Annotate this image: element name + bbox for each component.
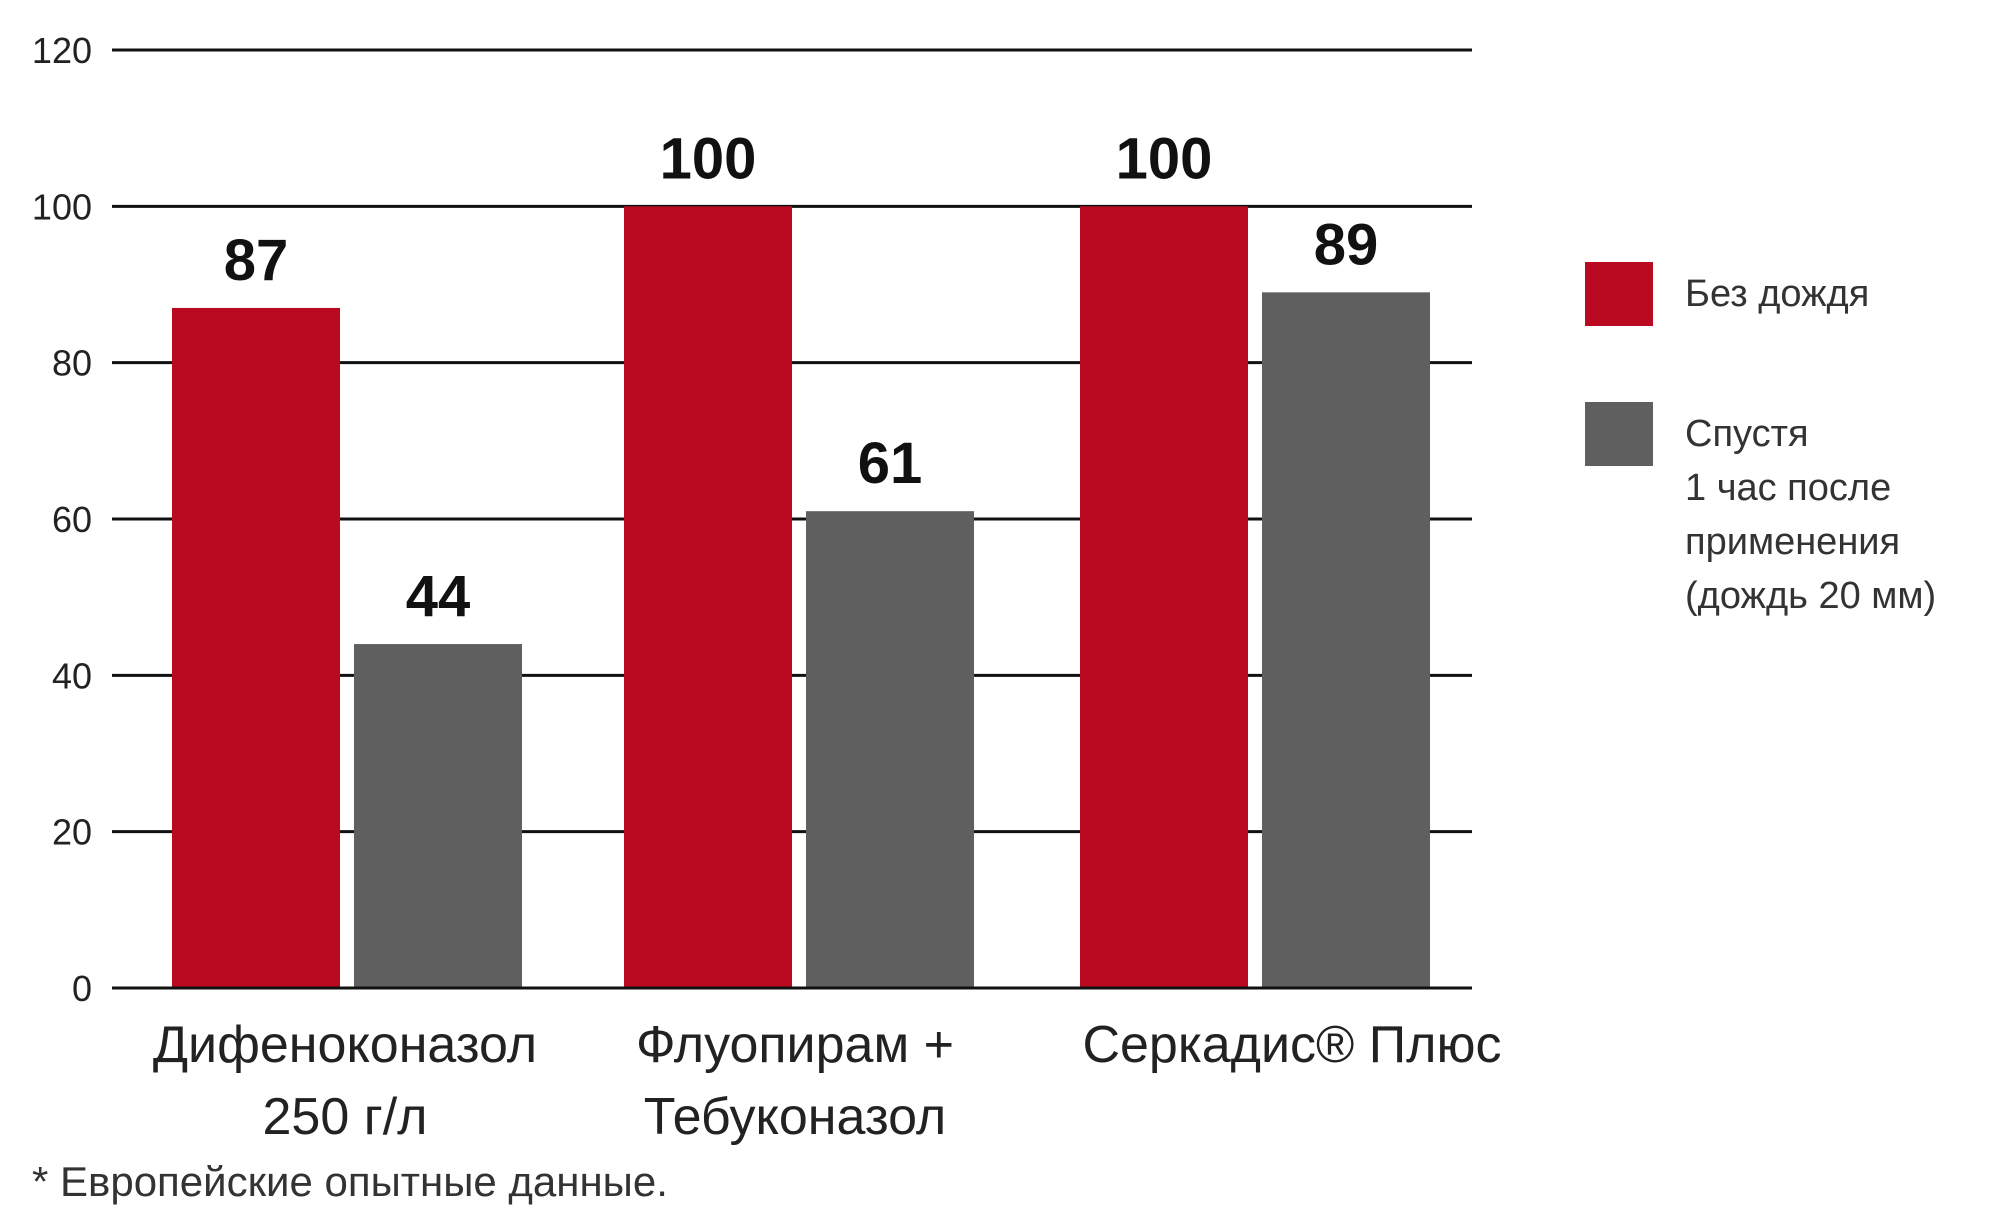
bar [624, 206, 792, 989]
legend-swatch [1585, 402, 1653, 466]
legend-label: Без дождя [1685, 273, 1869, 315]
bar [1080, 206, 1248, 989]
category-label: Тебуконазол [644, 1088, 947, 1146]
bar [806, 511, 974, 988]
legend-label: Спустя [1685, 413, 1809, 455]
legend-label: (дождь 20 мм) [1685, 575, 1936, 617]
category-label: 250 г/л [263, 1088, 428, 1146]
value-labels: 87 44 100 61 100 89 [224, 126, 1379, 629]
category-label: Флуопирам + [636, 1016, 954, 1074]
category-label: Дифеноконазол [153, 1016, 537, 1074]
bar-value-label: 89 [1314, 212, 1379, 277]
y-tick-label: 80 [52, 343, 92, 384]
bar-value-label: 100 [660, 126, 757, 191]
y-tick-label: 20 [52, 812, 92, 853]
bar-value-label: 44 [406, 564, 471, 629]
bar [354, 644, 522, 988]
y-tick-label: 40 [52, 655, 92, 696]
bar-value-label: 87 [224, 228, 289, 293]
bar-value-label: 61 [858, 431, 923, 496]
bars [112, 206, 1472, 990]
bar-value-label: 100 [1116, 126, 1213, 191]
y-tick-label: 100 [32, 186, 92, 227]
y-tick-label: 120 [32, 30, 92, 71]
y-tick-label: 0 [72, 968, 92, 1009]
legend-label: применения [1685, 521, 1900, 563]
y-tick-label: 60 [52, 499, 92, 540]
y-axis-ticks: 0 20 40 60 80 100 120 [32, 30, 92, 1009]
bar [1262, 292, 1430, 989]
category-label: Серкадис® Плюс [1082, 1016, 1501, 1074]
category-labels: Дифеноконазол 250 г/л Флуопирам + Тебуконаз… [153, 1016, 1502, 1146]
legend: Без дождя Спустя 1 час после применения (дож… [1585, 262, 1936, 617]
legend-label: 1 час после [1685, 467, 1891, 509]
legend-swatch [1585, 262, 1653, 326]
footnote: * Европейские опытные данные. [32, 1158, 668, 1205]
bar [172, 307, 340, 988]
